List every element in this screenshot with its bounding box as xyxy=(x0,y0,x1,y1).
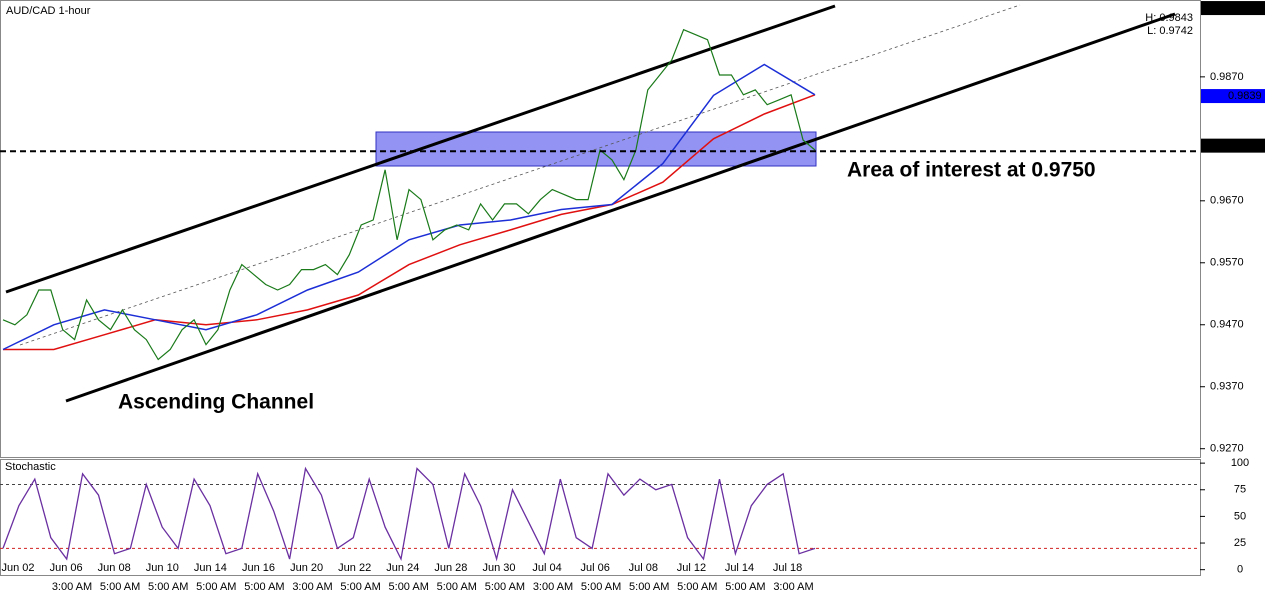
channel-bottom xyxy=(65,12,1176,403)
y-tick-label: 0.9270 xyxy=(1210,443,1244,455)
x-tick-label: 5:00 AM xyxy=(629,581,669,593)
x-tick-label: Jun 24 xyxy=(386,562,419,574)
price-panel xyxy=(0,0,1201,458)
x-tick-label: 5:00 AM xyxy=(485,581,525,593)
x-tick-label: Jun 30 xyxy=(482,562,515,574)
stochastic-panel xyxy=(0,459,1201,576)
x-tick-label: 5:00 AM xyxy=(244,581,284,593)
price-marker xyxy=(1201,1,1265,16)
channel-top xyxy=(5,4,836,294)
x-tick-label: 5:00 AM xyxy=(340,581,380,593)
x-tick-label: 5:00 AM xyxy=(581,581,621,593)
price-marker xyxy=(1201,89,1265,104)
series-line xyxy=(3,94,816,351)
x-tick-label: Jul 14 xyxy=(725,562,754,574)
y-tick-label: 0 xyxy=(1237,564,1243,576)
stochastic-line xyxy=(2,466,816,562)
y-tick-label: 0.9670 xyxy=(1210,195,1244,207)
y-tick-label: 0.9570 xyxy=(1210,257,1244,269)
x-tick-label: Jul 04 xyxy=(532,562,561,574)
x-tick-label: 5:00 AM xyxy=(437,581,477,593)
x-tick-label: Jun 10 xyxy=(146,562,179,574)
price-marker-label: 0.9981 xyxy=(1228,2,1262,14)
x-tick-label: 3:00 AM xyxy=(773,581,813,593)
annotation: Area of interest at 0.9750 xyxy=(847,159,1096,182)
stochastic-title: Stochastic xyxy=(5,461,56,473)
x-tick-label: Jun 06 xyxy=(50,562,83,574)
channel-mid xyxy=(19,4,1021,346)
x-tick-label: 3:00 AM xyxy=(292,581,332,593)
x-tick-label: Jun 08 xyxy=(98,562,131,574)
x-tick-label: 5:00 AM xyxy=(100,581,140,593)
high-label: H: 0.9843 xyxy=(1145,12,1193,24)
y-tick-label: 50 xyxy=(1234,510,1246,522)
x-tick-label: Jul 12 xyxy=(677,562,706,574)
x-tick-label: 5:00 AM xyxy=(389,581,429,593)
price-marker-label: 0.9759 xyxy=(1228,140,1262,152)
x-tick-label: Jul 08 xyxy=(629,562,658,574)
y-tick-label: 0.9370 xyxy=(1210,381,1244,393)
x-tick-label: Jun 22 xyxy=(338,562,371,574)
x-tick-label: Jun 20 xyxy=(290,562,323,574)
price-marker xyxy=(1201,138,1265,153)
x-tick-label: 5:00 AM xyxy=(725,581,765,593)
x-tick-label: Jul 06 xyxy=(581,562,610,574)
x-tick-label: Jul 18 xyxy=(773,562,802,574)
annotation: Ascending Channel xyxy=(118,391,314,414)
x-tick-label: Jun 14 xyxy=(194,562,227,574)
x-tick-label: 3:00 AM xyxy=(52,581,92,593)
y-tick-label: 0.9470 xyxy=(1210,319,1244,331)
y-tick-label: 100 xyxy=(1231,457,1249,469)
series-line xyxy=(2,28,816,361)
price-marker-label: 0.9839 xyxy=(1228,90,1262,102)
chart-title: AUD/CAD 1-hour xyxy=(6,5,91,17)
x-tick-label: 5:00 AM xyxy=(677,581,717,593)
x-tick-label: 3:00 AM xyxy=(533,581,573,593)
low-label: L: 0.9742 xyxy=(1147,25,1193,37)
y-tick-label: 75 xyxy=(1234,484,1246,496)
series-line xyxy=(2,63,816,351)
x-tick-label: Jun 28 xyxy=(434,562,467,574)
x-tick-label: 5:00 AM xyxy=(148,581,188,593)
x-tick-label: 5:00 AM xyxy=(196,581,236,593)
y-tick-label: 25 xyxy=(1234,537,1246,549)
x-tick-label: Jun 02 xyxy=(1,562,34,574)
y-tick-label: 0.9870 xyxy=(1210,71,1244,83)
x-tick-label: Jun 16 xyxy=(242,562,275,574)
